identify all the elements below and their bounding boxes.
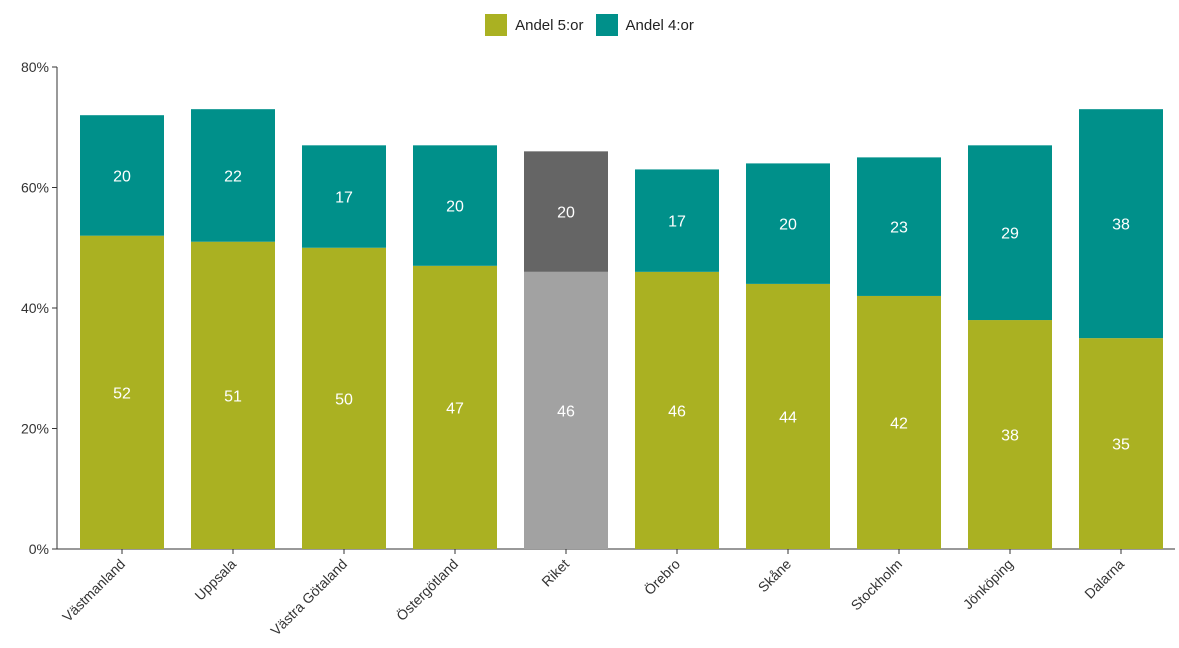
bar-data-label: 20 <box>446 199 464 216</box>
legend-item-andel-5[interactable]: Andel 5:or <box>485 14 584 36</box>
y-tick-label: 0% <box>29 541 49 557</box>
x-tick-label: Uppsala <box>191 556 239 604</box>
bar-data-label: 44 <box>779 409 797 426</box>
bar-segment[interactable] <box>80 235 164 549</box>
bar-segment[interactable] <box>302 145 386 248</box>
legend-label-andel-5: Andel 5:or <box>515 16 584 34</box>
bar-segment[interactable] <box>968 320 1052 549</box>
x-tick-label: Västra Götaland <box>267 556 350 639</box>
legend-swatch-andel-5 <box>485 14 508 36</box>
bar-segment[interactable] <box>191 241 275 549</box>
bar-segment[interactable] <box>413 145 497 266</box>
bar-segment[interactable] <box>413 265 497 549</box>
bar-data-label: 47 <box>446 400 464 417</box>
legend: Andel 5:or Andel 4:or <box>0 14 1179 36</box>
x-tick-label: Västmanland <box>59 556 128 625</box>
x-tick-label: Jönköping <box>960 556 1016 612</box>
bar-segment[interactable] <box>191 109 275 242</box>
bar-data-label: 50 <box>335 391 353 408</box>
bar-data-label: 20 <box>113 168 131 185</box>
x-tick-label: Riket <box>538 556 572 590</box>
bar-data-label: 35 <box>1112 437 1130 454</box>
y-tick-label: 60% <box>21 180 49 196</box>
bar-data-label: 42 <box>890 415 908 432</box>
y-tick-label: 80% <box>21 59 49 75</box>
x-tick-label: Stockholm <box>848 556 906 614</box>
bar-segment[interactable] <box>302 247 386 549</box>
bar-segment[interactable] <box>635 169 719 272</box>
bar-data-label: 38 <box>1001 428 1019 445</box>
bar-segment[interactable] <box>635 271 719 549</box>
bar-data-label: 17 <box>335 190 353 207</box>
bar-segment[interactable] <box>857 295 941 549</box>
y-tick-label: 20% <box>21 421 49 437</box>
bar-segment[interactable] <box>968 145 1052 321</box>
bar-segment[interactable] <box>1079 338 1163 549</box>
bar-data-label: 51 <box>224 388 242 405</box>
bar-data-label: 29 <box>1001 226 1019 243</box>
bar-segment[interactable] <box>524 151 608 272</box>
legend-swatch-andel-4 <box>595 14 618 36</box>
x-tick-label: Dalarna <box>1081 556 1127 602</box>
bar-data-label: 52 <box>113 385 131 402</box>
bar-segment[interactable] <box>80 115 164 236</box>
legend-label-andel-4: Andel 4:or <box>625 16 694 34</box>
bar-segment[interactable] <box>1079 109 1163 339</box>
x-tick-label: Skåne <box>755 556 795 596</box>
y-tick-label: 40% <box>21 300 49 316</box>
x-tick-label: Östergötland <box>392 555 461 624</box>
bar-segment[interactable] <box>746 283 830 549</box>
bar-segment[interactable] <box>746 163 830 284</box>
bar-data-label: 38 <box>1112 217 1130 234</box>
bar-data-label: 20 <box>557 205 575 222</box>
bar-data-label: 46 <box>668 403 686 420</box>
bar-data-label: 23 <box>890 220 908 237</box>
bar-segment[interactable] <box>524 271 608 549</box>
bar-data-label: 22 <box>224 168 242 185</box>
bar-data-label: 17 <box>668 214 686 231</box>
bar-data-label: 46 <box>557 403 575 420</box>
bar-segment[interactable] <box>857 157 941 296</box>
legend-item-andel-4[interactable]: Andel 4:or <box>595 14 694 36</box>
x-tick-label: Örebro <box>640 555 683 598</box>
bar-data-label: 20 <box>779 217 797 234</box>
